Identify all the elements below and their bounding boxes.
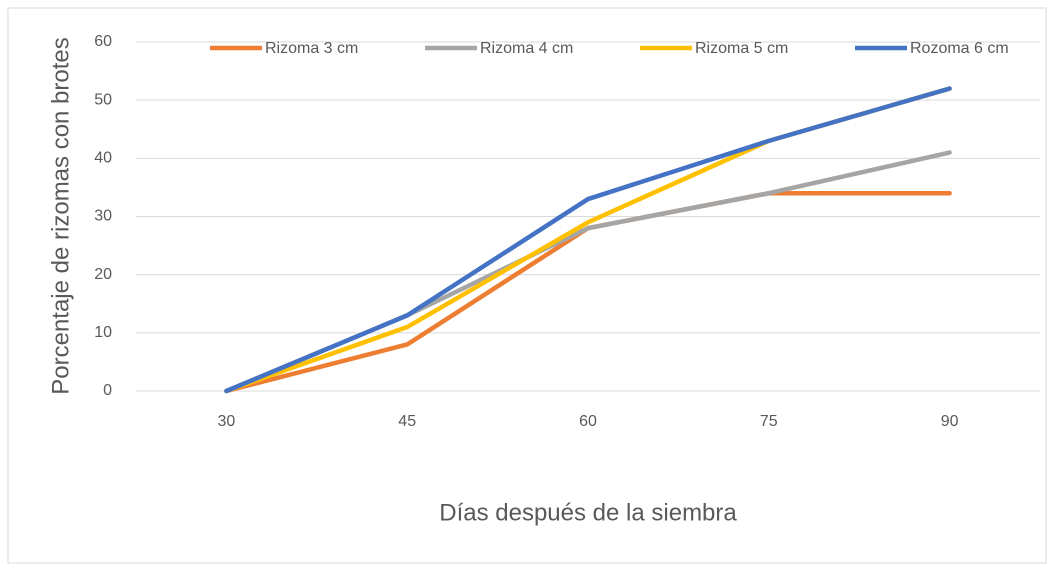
y-tick-label: 40 <box>94 150 112 167</box>
x-tick-label: 30 <box>218 413 236 430</box>
y-tick-label: 60 <box>94 33 112 50</box>
legend-label: Rizoma 3 cm <box>265 40 358 57</box>
x-axis-title: Días después de la siembra <box>439 499 737 526</box>
y-tick-label: 10 <box>94 324 112 341</box>
chart-border <box>7 7 1047 564</box>
y-tick-label: 20 <box>94 266 112 283</box>
y-axis-title: Porcentaje de rizomas con brotes <box>47 37 74 395</box>
x-tick-label: 90 <box>941 413 959 430</box>
y-tick-label: 0 <box>103 382 112 399</box>
line-series <box>224 86 952 394</box>
x-tick-label: 45 <box>398 413 416 430</box>
legend-label: Rizoma 4 cm <box>480 40 573 57</box>
x-tick-label: 60 <box>579 413 597 430</box>
y-tick-label: 50 <box>94 91 112 108</box>
x-tick-label: 75 <box>760 413 778 430</box>
y-tick-label: 30 <box>94 208 112 225</box>
legend-label: Rozoma 6 cm <box>910 40 1009 57</box>
legend-label: Rizoma 5 cm <box>695 40 788 57</box>
